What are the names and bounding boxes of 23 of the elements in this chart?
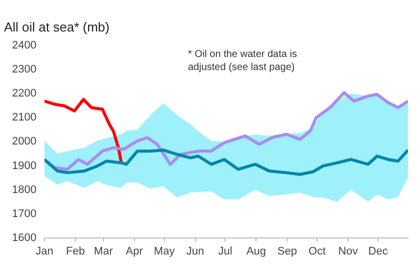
x-tick-label: Nov — [338, 245, 358, 258]
x-tick-label: Dec — [368, 245, 388, 258]
y-tick-label: 2100 — [12, 112, 36, 124]
y-tick-label: 2200 — [12, 88, 36, 100]
y-tick-label: 1600 — [12, 232, 36, 244]
chart-title: All oil at sea* (mb) — [4, 19, 110, 34]
y-tick-label: 2000 — [12, 136, 36, 148]
annotation: * Oil on the water data is adjusted (see last page) — [188, 48, 297, 73]
y-tick-label: 2300 — [12, 64, 36, 76]
x-tick-label: Feb — [66, 245, 85, 258]
y-tick-label: 1800 — [12, 184, 36, 196]
x-tick-label: Jun — [186, 245, 204, 258]
y-tick-label: 2400 — [12, 40, 36, 52]
x-tick-label: Sep — [277, 245, 297, 258]
x-tick-label: May — [154, 245, 176, 258]
y-tick-label: 1900 — [12, 160, 36, 172]
x-tick-label: Jul — [218, 245, 232, 258]
x-tick-label: Mar — [94, 245, 114, 258]
x-tick-label: Aug — [246, 245, 266, 258]
y-tick-label: 1700 — [12, 208, 36, 220]
x-tick-label: Apr — [126, 245, 144, 258]
x-tick-label: Oct — [308, 245, 326, 258]
x-tick-label: Jan — [36, 245, 54, 258]
